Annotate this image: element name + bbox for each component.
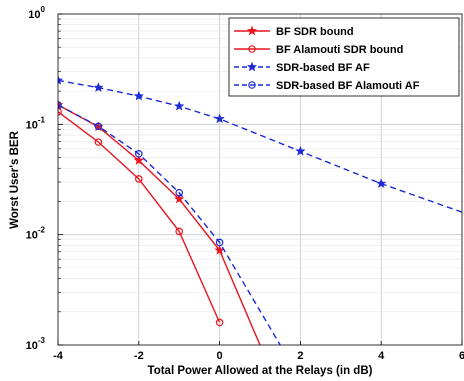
data-point bbox=[173, 100, 185, 111]
data-point bbox=[58, 107, 62, 116]
series-3 bbox=[58, 74, 462, 213]
legend: BF SDR bound BF Alamouti SDR bound SDR-bas… bbox=[228, 17, 460, 97]
x-tick-label: 6 bbox=[459, 350, 464, 362]
y-tick-label: 10-2 bbox=[26, 226, 46, 242]
legend-entry: SDR-based BF AF bbox=[234, 61, 370, 74]
x-tick-label: 4 bbox=[378, 350, 385, 362]
y-tick-label: 100 bbox=[28, 5, 45, 21]
y-tick-label: 10-3 bbox=[26, 336, 46, 352]
series-line bbox=[58, 79, 462, 213]
x-tick-label: 2 bbox=[297, 350, 303, 362]
legend-marker bbox=[248, 81, 256, 89]
data-point bbox=[135, 175, 143, 183]
series-line bbox=[58, 104, 261, 345]
data-point bbox=[133, 154, 145, 165]
data-point bbox=[93, 82, 104, 93]
x-tick-label: -4 bbox=[53, 350, 64, 362]
legend-marker bbox=[246, 61, 258, 72]
series-2 bbox=[58, 107, 224, 327]
legend-entry: BF SDR bound bbox=[234, 25, 354, 38]
data-point bbox=[215, 238, 224, 247]
data-point bbox=[215, 318, 224, 327]
series-line bbox=[58, 104, 281, 345]
axis-ticks: -4 -2 0 2 4 6 10-3 10-2 10-1 100 bbox=[26, 5, 464, 362]
legend-entry: BF Alamouti SDR bound bbox=[234, 44, 403, 56]
plot-frame bbox=[57, 13, 463, 346]
legend-marker bbox=[248, 45, 256, 53]
data-point bbox=[175, 188, 184, 197]
legend-label: BF Alamouti SDR bound bbox=[276, 44, 403, 56]
legend-entry: SDR-based BF Alamouti AF bbox=[234, 80, 420, 92]
data-point bbox=[175, 227, 184, 236]
y-tick-label: 10-1 bbox=[26, 115, 46, 131]
series-layer bbox=[58, 74, 462, 345]
data-point bbox=[133, 90, 145, 101]
series-line bbox=[58, 111, 221, 323]
data-point bbox=[295, 145, 306, 156]
x-axis-label: Total Power Allowed at the Relays (in dB… bbox=[148, 365, 373, 377]
data-point bbox=[375, 178, 387, 189]
data-point bbox=[214, 113, 225, 124]
data-point bbox=[173, 193, 185, 204]
data-point bbox=[58, 101, 62, 109]
legend-label: BF SDR bound bbox=[276, 26, 354, 38]
x-tick-label: -2 bbox=[134, 350, 144, 362]
x-tick-label: 0 bbox=[217, 350, 223, 362]
series-4 bbox=[58, 101, 281, 345]
data-point bbox=[58, 74, 64, 85]
legend-marker bbox=[246, 25, 258, 36]
legend-label: SDR-based BF Alamouti AF bbox=[276, 80, 420, 92]
data-point bbox=[135, 150, 143, 158]
legend-label: SDR-based BF AF bbox=[276, 62, 370, 74]
data-point bbox=[94, 122, 103, 131]
y-axis-label: Worst User's BER bbox=[9, 130, 21, 228]
data-point bbox=[94, 138, 103, 146]
